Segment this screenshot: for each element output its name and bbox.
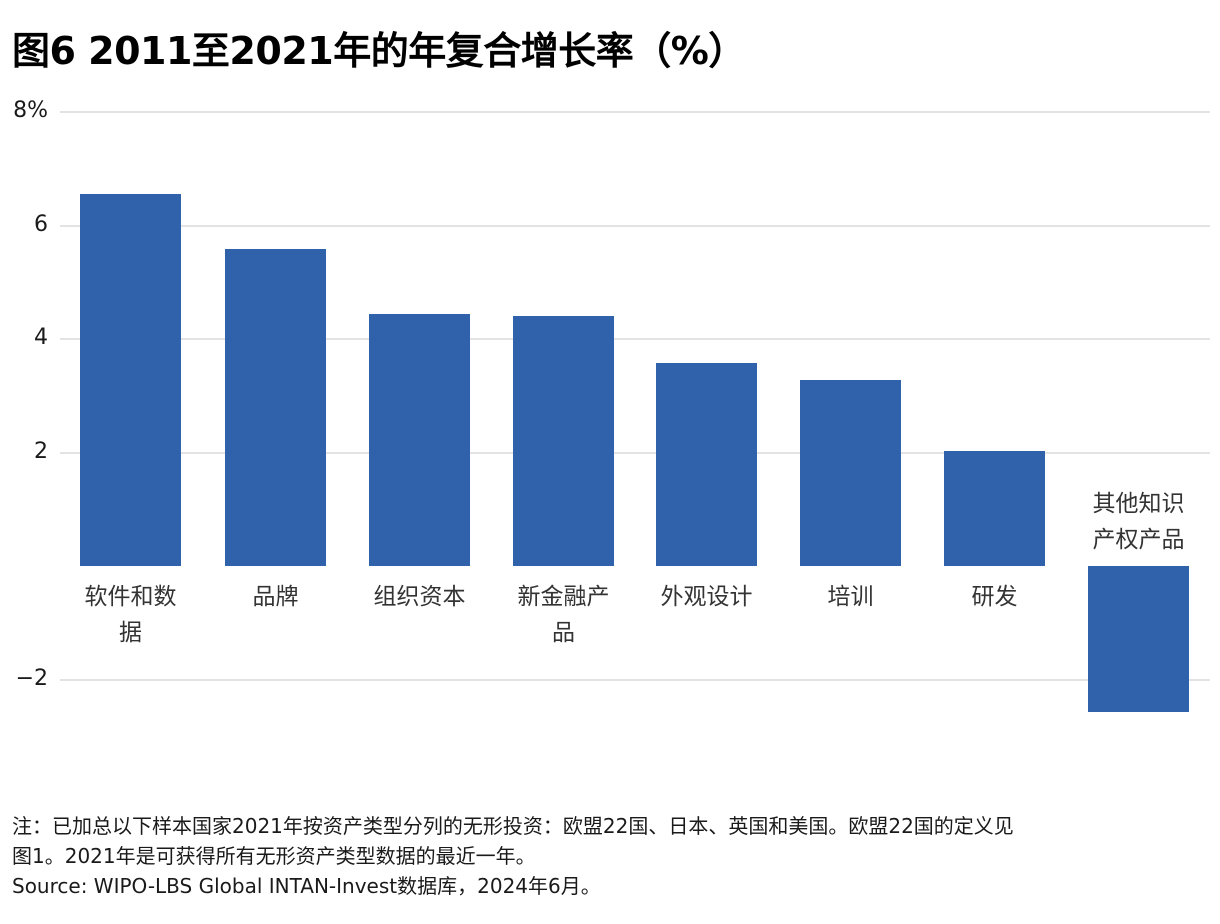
bar	[800, 379, 901, 566]
gridline	[60, 111, 1210, 113]
gridline	[60, 224, 1210, 227]
x-axis-category-label: 其他知识 产权产品	[1092, 491, 1185, 553]
footnote: 注：已加总以下样本国家2021年按资产类型分列的无形投资：欧盟22国、日本、英国…	[12, 811, 1212, 901]
x-axis-category-label: 软件和数据	[84, 584, 177, 646]
bar	[513, 315, 614, 566]
x-axis-category-label: 培训	[827, 584, 874, 610]
bar	[1088, 566, 1189, 712]
footnote-source: Source: WIPO-LBS Global INTAN-Invest数据库，…	[12, 874, 601, 898]
bar-chart-plot: 8% 6 4 2 −2 软件和数据 品牌 组织资本 新金融产品 外观设计 培训 研发 其他知识 产权产品	[13, 98, 1210, 712]
y-axis-tick-label: −2	[15, 665, 48, 691]
bar	[225, 248, 326, 566]
gridline	[60, 338, 1210, 340]
y-axis-tick-label: 8%	[13, 98, 48, 123]
footnote-note-line-2: 图1。2021年是可获得所有无形资产类型数据的最近一年。	[12, 844, 536, 868]
x-axis-category-label: 研发	[971, 584, 1018, 610]
x-axis-category-label: 新金融产品	[517, 584, 610, 646]
gridline	[60, 451, 1210, 454]
bar	[369, 314, 470, 566]
bar	[80, 193, 181, 566]
gridline	[60, 678, 1210, 681]
y-axis-tick-label: 6	[34, 211, 48, 237]
bar	[656, 362, 757, 566]
y-axis-tick-label: 4	[34, 325, 48, 350]
x-axis-category-label: 品牌	[252, 584, 299, 610]
x-axis-category-label: 外观设计	[660, 584, 753, 610]
x-axis-category-label: 组织资本	[373, 584, 466, 610]
footnote-note-line-1: 注：已加总以下样本国家2021年按资产类型分列的无形投资：欧盟22国、日本、英国…	[12, 814, 1014, 838]
chart-title: 图6 2011至2021年的年复合增长率（%）	[12, 29, 746, 73]
bar	[944, 450, 1045, 566]
y-axis-tick-label: 2	[34, 438, 48, 464]
